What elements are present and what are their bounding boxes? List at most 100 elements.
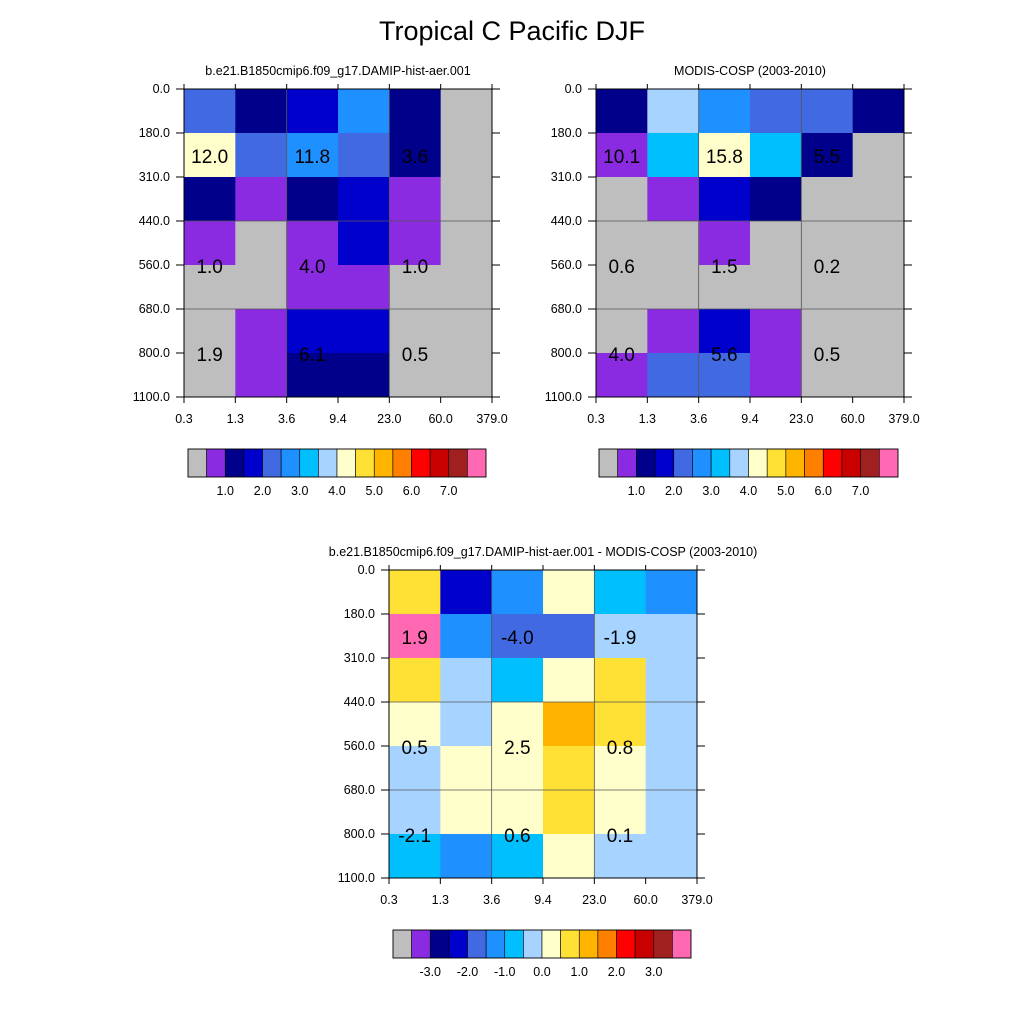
heatmap-cell <box>596 89 648 134</box>
heatmap-cell <box>235 352 288 398</box>
colorbar-swatch <box>448 448 468 478</box>
y-tick-label: 440.0 <box>344 695 375 709</box>
y-tick-label: 1100.0 <box>133 390 170 404</box>
cell-sum-label: 5.6 <box>711 345 737 366</box>
colorbar-swatch <box>541 929 561 959</box>
heatmap-cell <box>801 132 854 178</box>
y-tick-label: 180.0 <box>344 607 375 621</box>
colorbar-label: 7.0 <box>440 484 457 498</box>
heatmap-cell <box>184 132 236 178</box>
heatmap-cell <box>698 89 751 134</box>
heatmap-cell <box>596 176 648 222</box>
heatmap-cell <box>184 309 236 354</box>
heatmap-cell <box>750 176 802 222</box>
x-tick-label: 9.4 <box>534 893 551 907</box>
colorbar-swatch <box>692 448 712 478</box>
colorbar-swatch <box>224 448 245 478</box>
heatmap-cell <box>645 745 698 791</box>
heatmap-cell <box>647 221 700 266</box>
heatmap-cell <box>594 570 647 615</box>
cell-sum-label: 12.0 <box>191 147 228 168</box>
heatmap-cell <box>184 89 236 134</box>
y-tick-label: 440.0 <box>139 214 170 228</box>
heatmap-cell <box>440 790 493 835</box>
colorbar-swatch <box>598 448 618 478</box>
x-tick-label: 60.0 <box>633 893 657 907</box>
heatmap-cell <box>491 790 544 835</box>
heatmap-cell <box>645 833 698 879</box>
heatmap-cell <box>852 176 905 222</box>
heatmap-cell <box>389 702 441 747</box>
heatmap-cell <box>543 790 595 835</box>
heatmap-cell <box>596 221 648 266</box>
colorbar-swatch <box>280 448 301 478</box>
heatmap-cell <box>801 309 854 354</box>
heatmap-cell <box>645 657 698 703</box>
heatmap-cell <box>389 613 441 659</box>
cell-sum-label: 5.5 <box>814 147 840 168</box>
heatmap-cell <box>491 570 544 615</box>
colorbar: -3.0 -2.0 -1.0 0.0 1.0 2.0 3.0 <box>392 929 692 979</box>
colorbar-label: 7.0 <box>852 484 869 498</box>
heatmap-cell <box>184 264 236 310</box>
colorbar-swatch <box>617 448 637 478</box>
heatmap-cell <box>235 176 288 222</box>
heatmap-cell <box>596 264 648 310</box>
cell-sum-label: 3.6 <box>402 147 428 168</box>
colorbar-label: 1.0 <box>217 484 234 498</box>
heatmap-cell <box>235 309 288 354</box>
heatmap-cell <box>596 352 648 398</box>
cell-sum-label: 11.8 <box>295 147 331 168</box>
heatmap-cell <box>645 613 698 659</box>
heatmap-cell <box>645 790 698 835</box>
colorbar-swatch <box>578 929 599 959</box>
colorbar-swatch <box>243 448 263 478</box>
colorbar-swatch <box>841 448 861 478</box>
colorbar-frame <box>598 448 899 478</box>
heatmap-cell <box>389 570 441 615</box>
colorbar-swatch <box>766 448 787 478</box>
y-tick-label: 680.0 <box>139 302 170 316</box>
heatmap-cell <box>852 264 905 310</box>
y-tick-label: 440.0 <box>551 214 582 228</box>
heatmap-cell <box>594 613 647 659</box>
x-tick-label: 60.0 <box>840 412 864 426</box>
heatmap-cell <box>235 132 288 178</box>
colorbar-swatch <box>187 448 207 478</box>
heatmap-cell <box>543 833 595 879</box>
colorbar-swatch <box>672 929 692 959</box>
cell-sum-label: 1.9 <box>196 345 222 366</box>
x-tick-label: 9.4 <box>741 412 758 426</box>
x-tick-label: 3.6 <box>278 412 295 426</box>
heatmap-cell <box>440 702 493 747</box>
heatmap-cell <box>440 264 493 310</box>
colorbar-swatch <box>318 448 338 478</box>
y-tick-label: 310.0 <box>139 170 170 184</box>
heatmap-cell <box>647 176 700 222</box>
heatmap-cell <box>801 352 854 398</box>
panel-title: b.e21.B1850cmip6.f09_g17.DAMIP-hist-aer.… <box>329 545 757 559</box>
colorbar-label: 1.0 <box>571 965 588 979</box>
heatmap-cell <box>801 176 854 222</box>
colorbar-label: -1.0 <box>494 965 516 979</box>
y-tick-label: 0.0 <box>153 82 170 96</box>
colorbar-swatch <box>467 929 487 959</box>
heatmap-cell <box>594 702 647 747</box>
heatmap-cell <box>750 132 802 178</box>
heatmap-cell <box>801 264 854 310</box>
colorbar-swatch <box>616 929 636 959</box>
colorbar-swatch <box>748 448 768 478</box>
panel-title: MODIS-COSP (2003-2010) <box>674 64 826 78</box>
heatmap-cell <box>235 264 288 310</box>
x-tick-label: 9.4 <box>329 412 346 426</box>
heatmap-cell <box>184 221 236 266</box>
heatmap-cell <box>286 309 339 354</box>
cell-sum-label: 0.5 <box>814 345 840 366</box>
y-tick-label: 680.0 <box>344 783 375 797</box>
heatmap-cell <box>698 352 751 398</box>
colorbar-swatch <box>262 448 282 478</box>
heatmap-cell <box>647 89 700 134</box>
heatmap-cell <box>286 176 339 222</box>
x-tick-label: 0.3 <box>587 412 604 426</box>
